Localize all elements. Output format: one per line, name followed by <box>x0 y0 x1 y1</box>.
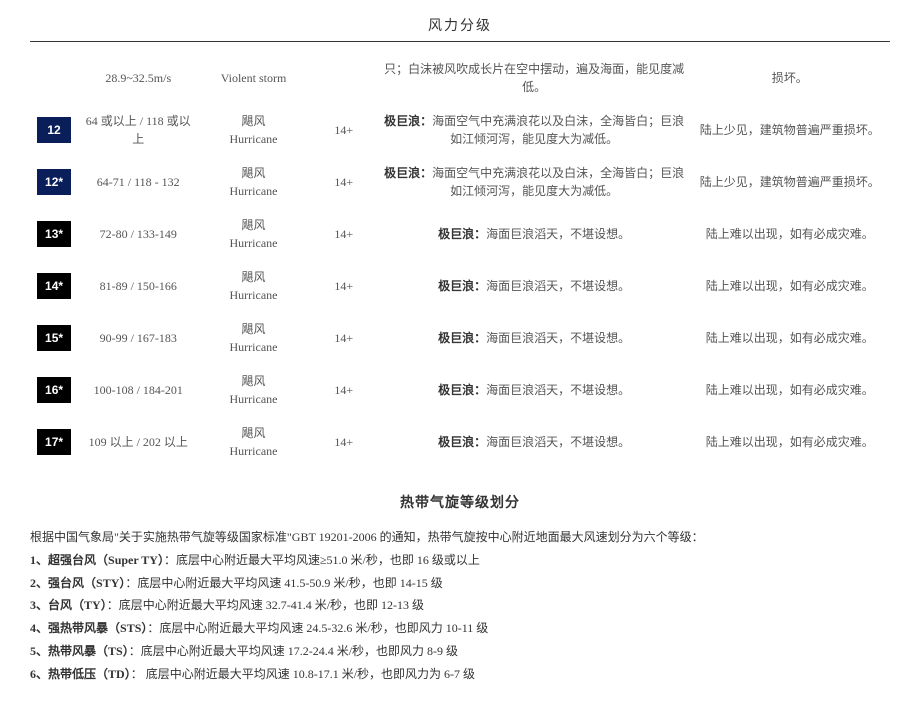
table-row: 13* 72-80 / 133-149飓风Hurricane14+极巨浪：海面巨浪… <box>30 208 890 260</box>
list-item: 1、超强台风（Super TY）：底层中心附近最大平均风速≥51.0 米/秒，也… <box>30 549 890 572</box>
table-row: 16* 100-108 / 184-201飓风Hurricane14+极巨浪：海面… <box>30 364 890 416</box>
sea-condition-cell: 极巨浪：海面巨浪滔天，不堪设想。 <box>379 260 690 312</box>
land-condition-cell: 损坏。 <box>690 52 891 104</box>
wave-height-cell: 14+ <box>309 364 379 416</box>
wave-height-cell <box>309 52 379 104</box>
wind-name-cell: 飓风Hurricane <box>198 104 308 156</box>
land-condition-cell: 陆上难以出现，如有必成灾难。 <box>690 364 891 416</box>
sea-condition-cell: 极巨浪：海面巨浪滔天，不堪设想。 <box>379 208 690 260</box>
wind-level-badge: 12 <box>37 117 71 143</box>
land-condition-cell: 陆上少见，建筑物普遍严重损坏。 <box>690 156 891 208</box>
sea-condition-cell: 极巨浪：海面巨浪滔天，不堪设想。 <box>379 312 690 364</box>
cyclone-section-title: 热带气旋等级划分 <box>30 492 890 512</box>
sea-condition-cell: 只；白沫被风吹成长片在空中摆动，遍及海面，能见度减低。 <box>379 52 690 104</box>
table-row: 14* 81-89 / 150-166飓风Hurricane14+极巨浪：海面巨浪… <box>30 260 890 312</box>
list-item: 3、台风（TY）：底层中心附近最大平均风速 32.7-41.4 米/秒，也即 1… <box>30 594 890 617</box>
list-item: 2、强台风（STY）：底层中心附近最大平均风速 41.5-50.9 米/秒，也即… <box>30 572 890 595</box>
wave-height-cell: 14+ <box>309 156 379 208</box>
list-item: 5、热带风暴（TS）：底层中心附近最大平均风速 17.2-24.4 米/秒，也即… <box>30 640 890 663</box>
wind-speed-cell: 109 以上 / 202 以上 <box>78 416 198 468</box>
wind-speed-cell: 28.9~32.5m/s <box>78 52 198 104</box>
table-row: 28.9~32.5m/sViolent storm 只；白沫被风吹成长片在空中摆动… <box>30 52 890 104</box>
land-condition-cell: 陆上难以出现，如有必成灾难。 <box>690 260 891 312</box>
table-row: 12* 64-71 / 118 - 132飓风Hurricane14+极巨浪：海面… <box>30 156 890 208</box>
sea-condition-cell: 极巨浪：海面空气中充满浪花以及白沫，全海皆白；巨浪如江倾河泻，能见度大为减低。 <box>379 104 690 156</box>
wind-scale-table: 28.9~32.5m/sViolent storm 只；白沫被风吹成长片在空中摆动… <box>30 52 890 468</box>
wind-name-cell: 飓风Hurricane <box>198 364 308 416</box>
wind-speed-cell: 64 或以上 / 118 或以上 <box>78 104 198 156</box>
wind-speed-cell: 81-89 / 150-166 <box>78 260 198 312</box>
wind-level-badge: 15* <box>37 325 71 351</box>
list-item: 6、热带低压（TD）： 底层中心附近最大平均风速 10.8-17.1 米/秒，也… <box>30 663 890 686</box>
wind-level-badge: 14* <box>37 273 71 299</box>
wave-height-cell: 14+ <box>309 208 379 260</box>
wave-height-cell: 14+ <box>309 104 379 156</box>
wind-speed-cell: 64-71 / 118 - 132 <box>78 156 198 208</box>
wind-name-cell: 飓风Hurricane <box>198 156 308 208</box>
land-condition-cell: 陆上少见，建筑物普遍严重损坏。 <box>690 104 891 156</box>
wind-speed-cell: 90-99 / 167-183 <box>78 312 198 364</box>
land-condition-cell: 陆上难以出现，如有必成灾难。 <box>690 208 891 260</box>
table-row: 15* 90-99 / 167-183飓风Hurricane14+极巨浪：海面巨浪… <box>30 312 890 364</box>
land-condition-cell: 陆上难以出现，如有必成灾难。 <box>690 416 891 468</box>
sea-condition-cell: 极巨浪：海面空气中充满浪花以及白沫，全海皆白；巨浪如江倾河泻，能见度大为减低。 <box>379 156 690 208</box>
wind-level-badge: 13* <box>37 221 71 247</box>
wave-height-cell: 14+ <box>309 260 379 312</box>
wind-level-badge: 12* <box>37 169 71 195</box>
table-row: 17* 109 以上 / 202 以上飓风Hurricane14+极巨浪：海面巨浪… <box>30 416 890 468</box>
list-item: 4、强热带风暴（STS）：底层中心附近最大平均风速 24.5-32.6 米/秒，… <box>30 617 890 640</box>
page-title: 风力分级 <box>30 15 890 42</box>
wave-height-cell: 14+ <box>309 416 379 468</box>
table-row: 12 64 或以上 / 118 或以上飓风Hurricane14+极巨浪：海面空气… <box>30 104 890 156</box>
cyclone-grade-list: 1、超强台风（Super TY）：底层中心附近最大平均风速≥51.0 米/秒，也… <box>30 549 890 686</box>
wind-name-cell: 飓风Hurricane <box>198 208 308 260</box>
wind-speed-cell: 72-80 / 133-149 <box>78 208 198 260</box>
wind-level-badge: 17* <box>37 429 71 455</box>
wind-name-cell: 飓风Hurricane <box>198 416 308 468</box>
wave-height-cell: 14+ <box>309 312 379 364</box>
wind-name-cell: 飓风Hurricane <box>198 260 308 312</box>
wind-level-badge: 16* <box>37 377 71 403</box>
wind-name-cell: 飓风Hurricane <box>198 312 308 364</box>
sea-condition-cell: 极巨浪：海面巨浪滔天，不堪设想。 <box>379 364 690 416</box>
cyclone-intro: 根据中国气象局"关于实施热带气旋等级国家标准"GBT 19201-2006 的通… <box>30 526 890 549</box>
land-condition-cell: 陆上难以出现，如有必成灾难。 <box>690 312 891 364</box>
wind-name-cell: Violent storm <box>198 52 308 104</box>
sea-condition-cell: 极巨浪：海面巨浪滔天，不堪设想。 <box>379 416 690 468</box>
wind-speed-cell: 100-108 / 184-201 <box>78 364 198 416</box>
